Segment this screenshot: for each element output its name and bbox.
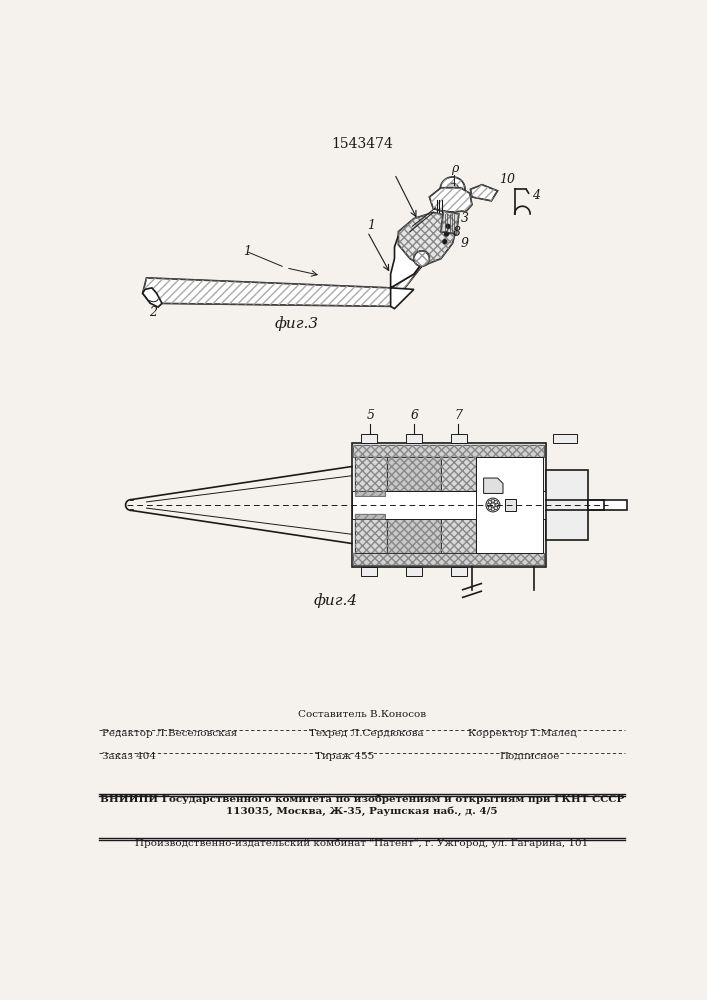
Text: 113035, Москва, Ж-35, Раушская наб., д. 4/5: 113035, Москва, Ж-35, Раушская наб., д. … xyxy=(226,806,498,816)
Polygon shape xyxy=(143,288,162,307)
Text: Подписное: Подписное xyxy=(499,752,559,761)
Text: Производственно-издательский комбинат "Патент", г. Ужгород, ул. Гагарина, 101: Производственно-издательский комбинат "П… xyxy=(135,838,588,848)
Bar xyxy=(354,445,544,457)
Text: 8: 8 xyxy=(452,226,461,238)
Text: 9: 9 xyxy=(460,237,468,250)
Bar xyxy=(441,457,476,491)
Bar xyxy=(554,434,577,443)
Polygon shape xyxy=(470,185,498,201)
Bar xyxy=(387,519,441,553)
Bar xyxy=(441,457,476,491)
Text: 6: 6 xyxy=(411,409,419,422)
Circle shape xyxy=(486,498,500,512)
Bar xyxy=(387,457,441,491)
Circle shape xyxy=(446,183,459,195)
Bar xyxy=(352,443,546,567)
Text: 3: 3 xyxy=(460,212,468,225)
Bar xyxy=(451,434,467,443)
Bar xyxy=(354,445,544,457)
Text: 2: 2 xyxy=(149,306,157,319)
Text: Техред Л.Сердюкова: Техред Л.Сердюкова xyxy=(309,729,424,738)
Text: Составитель В.Коносов: Составитель В.Коносов xyxy=(298,710,426,719)
Bar xyxy=(355,457,387,553)
Bar xyxy=(546,470,588,540)
Circle shape xyxy=(446,224,450,228)
Text: Тираж 455: Тираж 455 xyxy=(315,752,374,761)
Text: 1: 1 xyxy=(368,219,375,232)
Bar xyxy=(476,457,542,553)
Circle shape xyxy=(445,232,448,236)
Text: 5: 5 xyxy=(367,409,375,422)
Bar xyxy=(451,567,467,576)
Text: 10: 10 xyxy=(499,173,515,186)
Text: Заказ 404: Заказ 404 xyxy=(103,752,156,761)
Polygon shape xyxy=(429,188,472,212)
Text: 4: 4 xyxy=(532,189,539,202)
Bar xyxy=(406,434,421,443)
Circle shape xyxy=(440,177,465,202)
Bar xyxy=(361,434,377,443)
Polygon shape xyxy=(484,478,503,493)
Circle shape xyxy=(443,240,447,244)
Bar xyxy=(361,567,377,576)
Bar xyxy=(355,457,387,553)
Bar xyxy=(406,567,421,576)
Circle shape xyxy=(414,251,429,266)
Bar xyxy=(387,457,441,491)
Text: Редактор Л.Веселовская: Редактор Л.Веселовская xyxy=(103,729,238,738)
Text: ВНИИПИ Государственного комитета по изобретениям и открытиям при ГКНТ СССР: ВНИИПИ Государственного комитета по изоб… xyxy=(100,795,624,804)
Bar xyxy=(355,491,385,496)
Text: фиг.3: фиг.3 xyxy=(274,316,318,331)
Bar xyxy=(506,499,516,511)
Text: Корректор Т.Малец: Корректор Т.Малец xyxy=(468,729,577,738)
Polygon shape xyxy=(588,500,627,510)
Bar xyxy=(355,491,385,496)
Bar xyxy=(441,519,476,553)
Polygon shape xyxy=(391,232,426,309)
Polygon shape xyxy=(441,211,459,234)
Bar xyxy=(355,514,385,519)
Bar xyxy=(352,491,546,519)
Text: фиг.4: фиг.4 xyxy=(313,593,357,608)
Polygon shape xyxy=(398,212,457,266)
Text: 1: 1 xyxy=(243,245,252,258)
Text: 7: 7 xyxy=(455,409,463,422)
Bar xyxy=(354,553,544,565)
Bar xyxy=(387,519,441,553)
Bar xyxy=(355,514,385,519)
Polygon shape xyxy=(143,266,421,306)
Text: ρ: ρ xyxy=(451,162,458,175)
Bar xyxy=(354,553,544,565)
Text: 1543474: 1543474 xyxy=(331,137,393,151)
Bar xyxy=(441,519,476,553)
